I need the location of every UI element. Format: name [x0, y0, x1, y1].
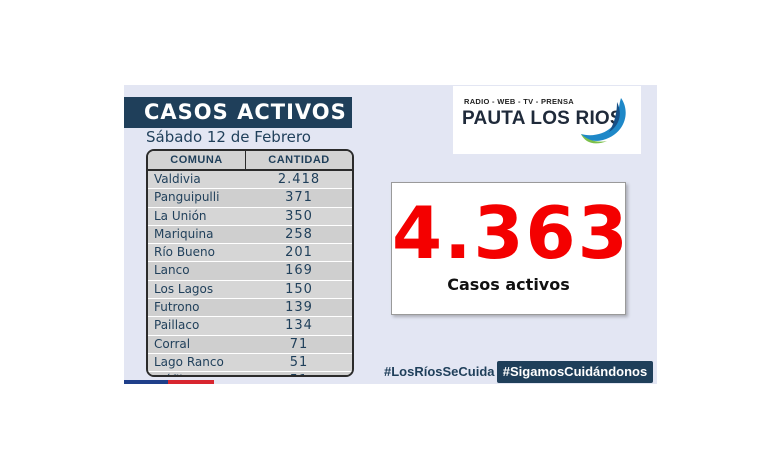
cantidad-cell: 71	[289, 336, 309, 352]
cantidad-cell: 150	[285, 281, 313, 297]
cantidad-cell: 51	[289, 354, 309, 370]
cantidad-cell: 258	[285, 226, 313, 242]
comuna-cell: Río Bueno	[154, 245, 215, 260]
table-row: Los Lagos 150	[148, 280, 352, 300]
table-row: Futrono 139	[148, 299, 352, 318]
total-card: 4.363 Casos activos	[391, 182, 630, 315]
cantidad-cell: 134	[285, 318, 313, 334]
cantidad-cell: 201	[285, 245, 313, 261]
comuna-cell: Lanco	[154, 263, 190, 278]
cantidad-cell: 350	[285, 208, 313, 224]
table-row: Valdivia 2.418	[148, 171, 352, 190]
comuna-cell: Panguipulli	[154, 190, 220, 205]
comuna-cell: Máfil	[148, 372, 246, 375]
column-header-cantidad: CANTIDAD	[268, 154, 330, 166]
table-row: Lanco 169	[148, 262, 352, 281]
cases-table: COMUNA CANTIDAD Valdivia 2.418 Panguipulli…	[146, 149, 354, 377]
table-row: La Unión 350	[148, 207, 352, 226]
total-number: 4.363	[392, 191, 630, 275]
comuna-cell: Futrono	[154, 300, 200, 315]
comuna-cell: Lago Ranco	[154, 354, 224, 369]
comuna-cell: Los Lagos	[154, 281, 214, 296]
cantidad-cell: 371	[285, 190, 313, 206]
hashtag-los-rios: #LosRíosSeCuida	[384, 364, 495, 379]
table-row: Río Bueno 201	[148, 244, 352, 263]
table-body: Valdivia 2.418 Panguipulli 371 La Unión 350 Ma…	[148, 171, 352, 375]
table-row: Corral 71	[148, 335, 352, 354]
table-row: Lago Ranco 51	[148, 353, 352, 373]
table-row: Paillaco 134	[148, 317, 352, 336]
logo: RADIO - WEB - TV - PRENSA PAUTA LOS RIOS	[453, 86, 641, 154]
comuna-cell: La Unión	[154, 208, 207, 223]
flag-stripe-red	[168, 380, 214, 384]
total-label: Casos activos	[447, 275, 570, 294]
comuna-cell: Mariquina	[154, 226, 214, 241]
comuna-cell: Valdivia	[154, 172, 201, 186]
column-header-comuna: COMUNA	[148, 151, 246, 169]
cantidad-cell: 2.418	[277, 172, 321, 187]
page-title: CASOS ACTIVOS	[124, 97, 352, 128]
comuna-cell: Corral	[154, 336, 191, 351]
table-row: Máfil51	[148, 372, 352, 375]
table-header: COMUNA CANTIDAD	[148, 151, 352, 171]
date-label: Sábado 12 de Febrero	[146, 128, 311, 146]
cantidad-cell: 169	[285, 263, 313, 279]
cantidad-cell: 51	[246, 372, 352, 375]
comuna-cell: Paillaco	[154, 318, 200, 333]
hashtag-sigamos: #SigamosCuidándonos	[497, 361, 653, 383]
table-row: Panguipulli 371	[148, 189, 352, 208]
logo-name: PAUTA LOS RIOS	[462, 108, 623, 129]
flag-stripe-blue	[124, 380, 168, 384]
cantidad-cell: 139	[285, 300, 313, 316]
table-row: Mariquina 258	[148, 225, 352, 245]
swoosh-icon	[581, 98, 626, 144]
logo-tagline: RADIO - WEB - TV - PRENSA	[464, 97, 574, 106]
